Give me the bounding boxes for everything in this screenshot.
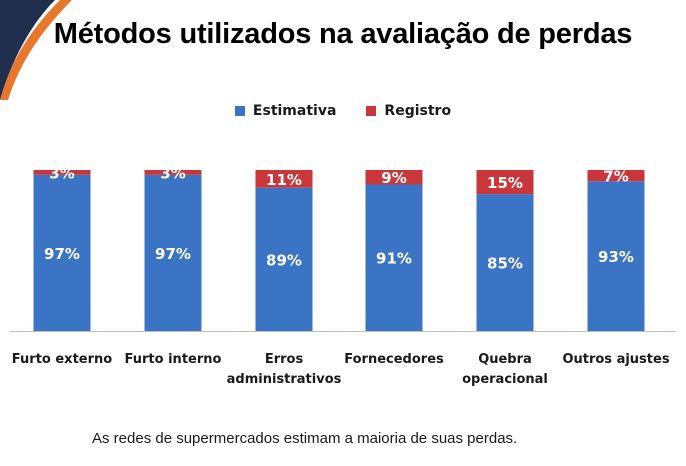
data-label-estimativa-5: 85% bbox=[487, 255, 523, 273]
bar-registro-4 bbox=[365, 170, 423, 185]
data-label-estimativa-6: 93% bbox=[598, 248, 634, 266]
corner-orange-swoosh bbox=[0, 0, 72, 100]
category-label-3-line-1: Erros bbox=[265, 352, 304, 367]
bar-registro-5 bbox=[476, 170, 534, 195]
bar-estimativa-2 bbox=[144, 174, 202, 331]
category-label-4: Fornecedores bbox=[344, 352, 444, 367]
bar-registro-3 bbox=[255, 170, 313, 188]
data-label-registro-3: 11% bbox=[266, 171, 302, 189]
data-label-estimativa-1: 97% bbox=[44, 245, 80, 263]
bar-registro-1 bbox=[33, 170, 91, 175]
bar-estimativa-4 bbox=[365, 184, 423, 331]
bar-estimativa-3 bbox=[255, 187, 313, 331]
data-label-estimativa-2: 97% bbox=[155, 245, 191, 263]
data-label-registro-4: 9% bbox=[381, 169, 406, 187]
legend-swatch-registro bbox=[366, 106, 377, 116]
bar-registro-2 bbox=[144, 170, 202, 175]
category-label-6: Outros ajustes bbox=[562, 352, 669, 367]
bar-estimativa-1 bbox=[33, 174, 91, 331]
legend-label-estimativa: Estimativa bbox=[252, 103, 337, 119]
category-label-5-line-1: Quebra bbox=[478, 352, 532, 367]
bar-estimativa-5 bbox=[476, 194, 534, 331]
data-label-registro-5: 15% bbox=[487, 174, 523, 192]
chart-legend: Estimativa Registro bbox=[0, 103, 686, 119]
page-title: Métodos utilizados na avaliação de perda… bbox=[53, 18, 633, 50]
footnote: As redes de supermercados estimam a maio… bbox=[92, 430, 518, 447]
legend-label-registro: Registro bbox=[384, 103, 452, 119]
stacked-bar-chart: 97% 3% Furto externo 97% 3% Furto interno 89% 1… bbox=[10, 164, 676, 387]
category-label-2: Furto interno bbox=[125, 352, 222, 367]
category-label-1: Furto externo bbox=[12, 352, 112, 367]
legend-item-registro: Registro bbox=[366, 103, 451, 119]
bar-estimativa-6 bbox=[587, 181, 645, 331]
category-label-3-line-2: administrativos bbox=[227, 372, 342, 387]
corner-navy-shape bbox=[0, 0, 55, 100]
data-label-registro-1: 3% bbox=[49, 164, 74, 182]
data-label-estimativa-4: 91% bbox=[376, 250, 412, 268]
legend-swatch-estimativa bbox=[234, 106, 245, 116]
legend-item-estimativa: Estimativa bbox=[234, 103, 337, 119]
corner-decoration bbox=[0, 0, 72, 100]
category-label-5-line-2: operacional bbox=[462, 372, 548, 387]
data-label-estimativa-3: 89% bbox=[266, 251, 302, 269]
data-label-registro-2: 3% bbox=[160, 164, 185, 182]
data-label-registro-6: 7% bbox=[603, 168, 628, 186]
bar-registro-6 bbox=[587, 170, 645, 182]
